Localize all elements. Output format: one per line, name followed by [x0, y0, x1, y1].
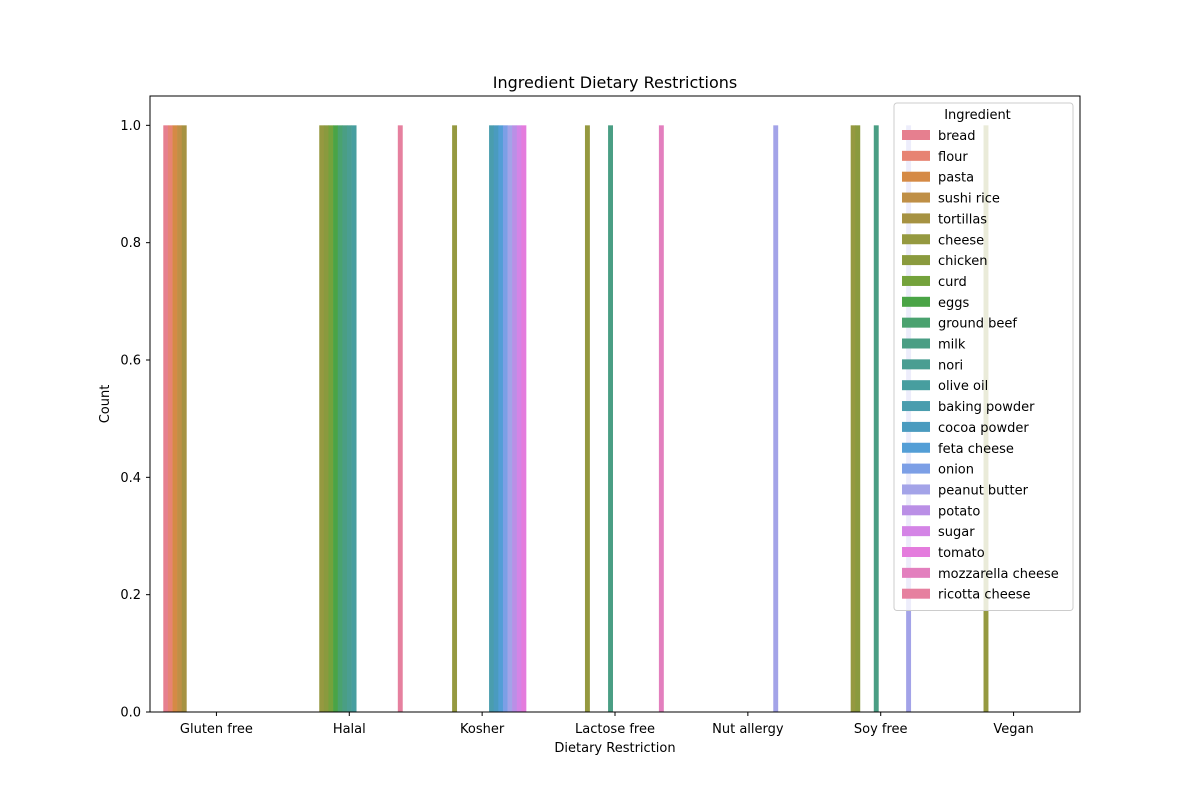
y-tick-label: 0.8 — [120, 236, 141, 251]
legend-swatch — [902, 484, 930, 495]
bar-feta-cheese-kosher — [498, 125, 504, 712]
legend-label: tomato — [938, 546, 985, 561]
legend-label: peanut butter — [938, 483, 1029, 498]
legend-label: onion — [938, 463, 974, 478]
bar-cheese-kosher — [452, 125, 458, 712]
x-tick-label: Soy free — [854, 722, 908, 737]
bar-baking-powder-kosher — [489, 125, 494, 712]
y-tick-label: 0.4 — [120, 471, 141, 486]
bar-nori-halal — [346, 125, 352, 712]
chart-title: Ingredient Dietary Restrictions — [493, 73, 738, 92]
legend-swatch — [902, 171, 930, 182]
legend: Ingredient bread flour pasta sushi rice torti… — [893, 102, 1074, 612]
legend-label: milk — [938, 338, 966, 353]
legend-label: sugar — [938, 525, 975, 540]
bar-sushi-rice-gluten-free — [177, 125, 183, 712]
legend-swatch — [902, 401, 930, 412]
x-tick-label: Halal — [333, 722, 366, 737]
legend-swatch — [902, 150, 930, 161]
y-axis: 0.0 0.2 0.4 0.6 0.8 1.0 — [120, 119, 150, 721]
legend-label: olive oil — [938, 379, 988, 394]
legend-swatch — [902, 338, 930, 349]
bar-eggs-halal — [333, 125, 339, 712]
bar-peanut-butter-nut-allergy — [773, 125, 779, 712]
legend-swatch — [902, 317, 930, 328]
y-tick-label: 0.0 — [120, 706, 141, 721]
legend-label: bread — [938, 129, 976, 144]
bar-olive-oil-halal — [351, 125, 357, 712]
bar-sugar-kosher — [516, 125, 522, 712]
bar-potato-kosher — [512, 125, 518, 712]
bar-chicken-halal — [323, 125, 329, 712]
x-axis: Gluten free Halal Kosher Lactose free Nut al… — [180, 712, 1034, 737]
legend-swatch — [902, 380, 930, 391]
legend-swatch — [902, 192, 930, 203]
legend-label: ground beef — [938, 317, 1017, 332]
bar-milk-soy-free — [873, 125, 879, 712]
y-tick-label: 0.6 — [120, 354, 141, 369]
y-tick-label: 0.2 — [120, 588, 141, 603]
legend-label: cheese — [938, 233, 984, 248]
x-axis-label: Dietary Restriction — [554, 741, 675, 756]
bar-flour-gluten-free — [167, 125, 173, 712]
x-tick-label: Nut allergy — [712, 722, 784, 737]
legend-label: curd — [938, 275, 967, 290]
y-tick-label: 1.0 — [120, 119, 141, 134]
bar-tortillas-gluten-free — [181, 125, 187, 712]
legend-swatch — [902, 505, 930, 516]
legend-label: chicken — [938, 254, 987, 269]
bar-ricotta-cheese-halal — [397, 125, 403, 712]
legend-label: potato — [938, 504, 980, 519]
bar-milk-lactose-free — [608, 125, 613, 712]
legend-swatch — [902, 463, 930, 474]
legend-label: pasta — [938, 171, 974, 186]
bar-cheese-halal — [319, 125, 325, 712]
legend-label: mozzarella cheese — [938, 567, 1059, 582]
bar-pasta-gluten-free — [172, 125, 178, 712]
bar-chicken-soy-free — [855, 125, 861, 712]
legend-swatch — [902, 547, 930, 557]
legend-label: tortillas — [938, 212, 987, 227]
bar-onion-kosher — [502, 125, 508, 712]
bar-bread-gluten-free — [163, 125, 169, 712]
bar-cocoa-powder-kosher — [493, 125, 499, 712]
legend-label: flour — [938, 150, 968, 165]
x-tick-label: Kosher — [460, 722, 505, 737]
legend-label: nori — [938, 358, 963, 373]
legend-label: ricotta cheese — [938, 588, 1031, 603]
legend-swatch — [902, 359, 930, 370]
legend-swatch — [902, 213, 930, 224]
legend-swatch — [902, 255, 930, 266]
legend-label: eggs — [938, 296, 970, 311]
legend-swatch — [902, 130, 930, 140]
y-axis-label: Count — [98, 385, 113, 424]
bar-curd-halal — [328, 125, 334, 712]
legend-label: baking powder — [938, 400, 1035, 415]
legend-swatch — [902, 442, 930, 453]
bar-ground-beef-halal — [337, 125, 343, 712]
legend-swatch — [902, 526, 930, 537]
x-tick-label: Vegan — [993, 722, 1033, 737]
legend-swatch — [902, 567, 930, 578]
legend-swatch — [902, 275, 930, 286]
legend-swatch — [902, 588, 930, 599]
legend-swatch — [902, 234, 930, 245]
bar-milk-halal — [342, 125, 348, 712]
legend-swatch — [902, 421, 930, 432]
bar-mozzarella-cheese-lactose-free — [658, 125, 664, 712]
legend-box — [893, 102, 1074, 612]
bar-cheese-soy-free — [850, 125, 856, 712]
legend-label: sushi rice — [938, 192, 1000, 207]
x-tick-label: Gluten free — [180, 722, 253, 737]
bar-cheese-lactose-free — [584, 125, 590, 712]
legend-swatch — [902, 296, 930, 307]
legend-label: feta cheese — [938, 442, 1014, 457]
bar-tomato-kosher — [521, 125, 527, 712]
legend-label: cocoa powder — [938, 421, 1029, 436]
x-tick-label: Lactose free — [575, 722, 655, 737]
legend-title: Ingredient — [944, 108, 1011, 123]
bar-peanut-butter-kosher — [507, 125, 513, 712]
